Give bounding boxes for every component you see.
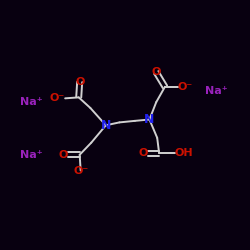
Text: Na⁺: Na⁺: [20, 150, 43, 160]
Text: N: N: [144, 113, 154, 126]
Text: O⁻: O⁻: [50, 93, 65, 103]
Text: O: O: [59, 150, 68, 160]
Text: OH: OH: [174, 148, 193, 158]
Text: Na⁺: Na⁺: [205, 86, 227, 96]
Text: Na⁺: Na⁺: [20, 97, 43, 107]
Text: N: N: [101, 119, 111, 132]
Text: O: O: [138, 148, 147, 158]
Text: O: O: [152, 67, 161, 77]
Text: O⁻: O⁻: [73, 166, 88, 175]
Text: O⁻: O⁻: [178, 82, 193, 92]
Text: O: O: [75, 77, 85, 87]
